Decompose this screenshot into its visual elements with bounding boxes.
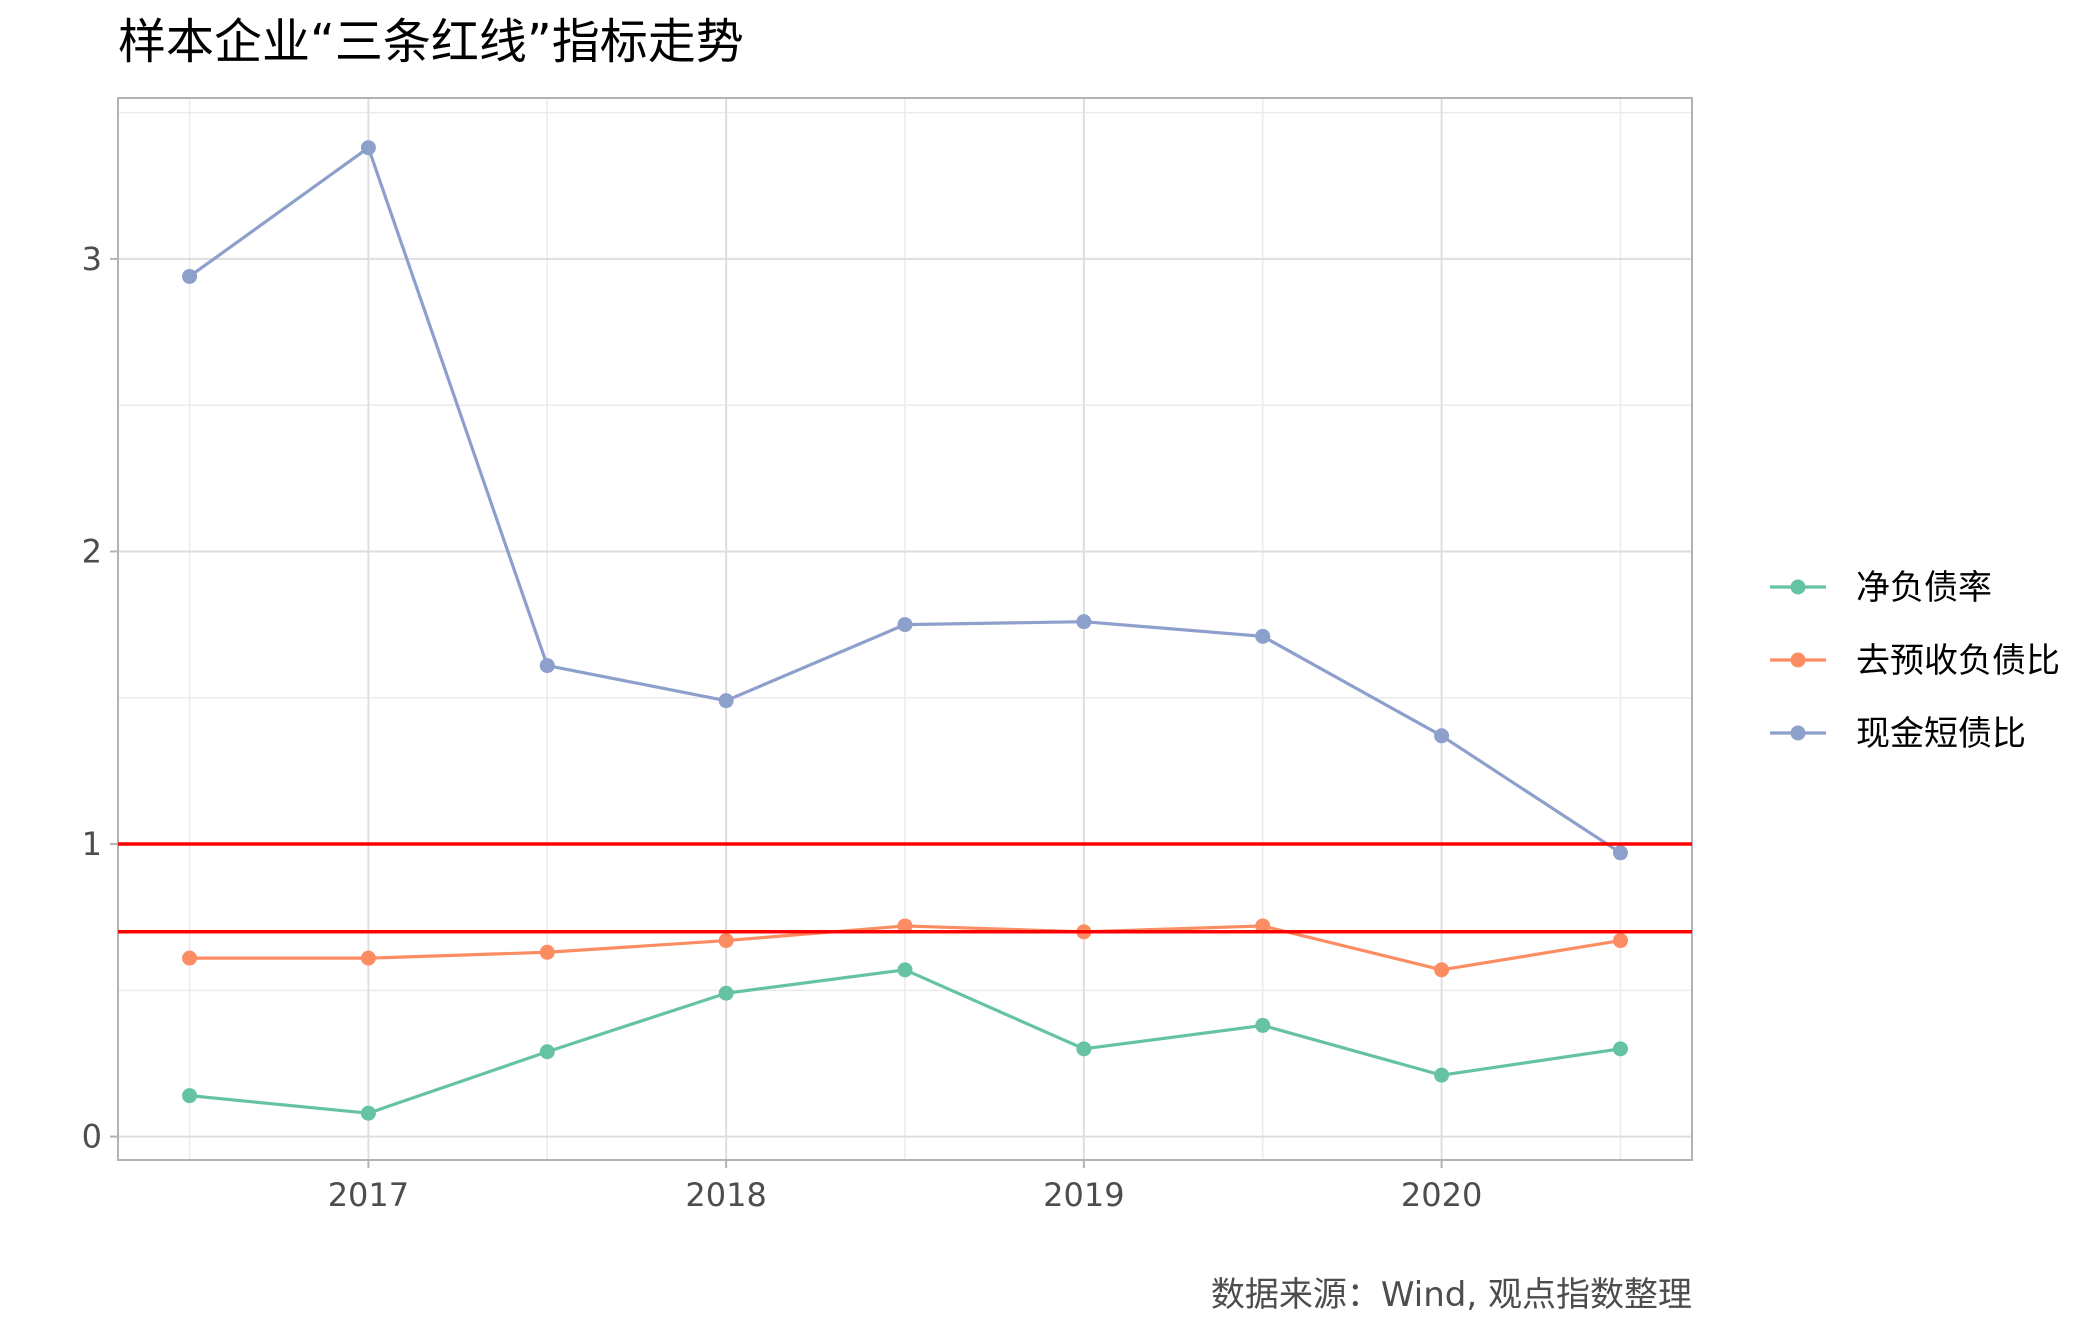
y-tick-label: 2 [82, 532, 102, 570]
legend-key-point [1790, 652, 1806, 668]
legend-key-point [1790, 725, 1806, 741]
legend-key-point [1790, 579, 1806, 595]
data-point-series-1 [360, 1105, 376, 1121]
y-tick-label: 0 [82, 1118, 102, 1156]
data-point-series-1 [1612, 1041, 1628, 1057]
x-tick-label: 2017 [328, 1176, 409, 1214]
y-tick-label: 3 [82, 240, 102, 278]
data-point-series-3 [539, 658, 555, 674]
data-point-series-3 [1255, 628, 1271, 644]
data-point-series-1 [539, 1044, 555, 1060]
data-point-series-3 [182, 268, 198, 284]
chart-caption: 数据来源：Wind, 观点指数整理 [1211, 1275, 1692, 1315]
data-point-series-1 [897, 962, 913, 978]
data-point-series-3 [360, 140, 376, 156]
plot-area: 2017 2018 2019 2020 0 1 2 3 [82, 97, 1693, 1214]
data-point-series-2 [182, 950, 198, 966]
data-point-series-2 [897, 918, 913, 934]
x-tick-label: 2020 [1401, 1176, 1482, 1214]
data-point-series-1 [1255, 1017, 1271, 1033]
data-point-series-1 [1076, 1041, 1092, 1057]
data-point-series-1 [1434, 1067, 1450, 1083]
panel-border [117, 97, 1693, 1161]
x-tick-label: 2018 [685, 1176, 766, 1214]
data-point-series-2 [360, 950, 376, 966]
data-point-series-2 [1612, 933, 1628, 949]
x-tick-label: 2019 [1043, 1176, 1124, 1214]
data-point-series-2 [539, 944, 555, 960]
data-point-series-3 [718, 693, 734, 709]
data-point-series-2 [1434, 962, 1450, 978]
legend-label: 净负债率 [1856, 568, 1992, 608]
data-point-series-1 [182, 1088, 198, 1104]
data-point-series-2 [718, 933, 734, 949]
data-point-series-2 [1255, 918, 1271, 934]
legend-label: 去预收负债比 [1856, 641, 2060, 681]
chart-title: 样本企业“三条红线”指标走势 [118, 14, 744, 70]
data-point-series-3 [1434, 728, 1450, 744]
legend-label: 现金短债比 [1856, 714, 2026, 754]
y-tick-label: 1 [82, 825, 102, 863]
data-point-series-3 [897, 617, 913, 633]
data-point-series-3 [1612, 845, 1628, 861]
data-point-series-3 [1076, 614, 1092, 630]
data-point-series-1 [718, 985, 734, 1001]
